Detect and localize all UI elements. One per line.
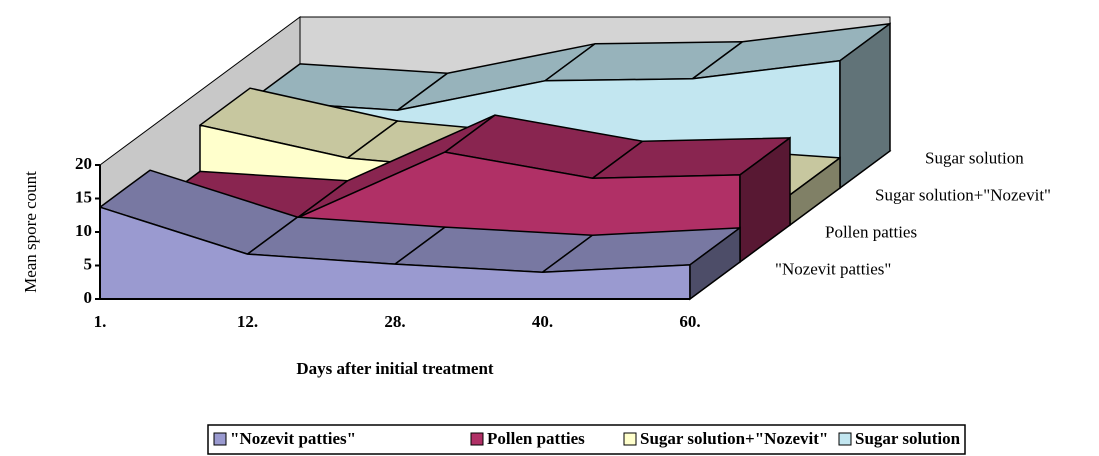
legend-swatch <box>470 432 484 446</box>
x-tick-label: 12. <box>237 312 258 331</box>
legend-label: "Nozevit patties" <box>230 429 356 448</box>
x-tick-label: 60. <box>679 312 700 331</box>
x-axis-label: Days after initial treatment <box>296 359 494 378</box>
legend-swatch <box>213 432 227 446</box>
y-axis-label: Mean spore count <box>21 171 40 293</box>
area-end <box>839 22 891 190</box>
legend-label: Pollen patties <box>487 429 585 448</box>
depth-label: Pollen patties <box>825 222 917 241</box>
y-tick-label: 10 <box>75 221 92 240</box>
y-tick-label: 20 <box>75 154 92 173</box>
area-end <box>689 226 741 301</box>
x-tick-label: 40. <box>532 312 553 331</box>
legend-swatch <box>623 432 637 446</box>
y-tick-label: 15 <box>75 187 92 206</box>
y-tick-label: 5 <box>84 254 93 273</box>
x-tick-label: 28. <box>384 312 405 331</box>
legend-label: Sugar solution <box>855 429 961 448</box>
depth-label: Sugar solution+"Nozevit" <box>875 185 1051 204</box>
x-tick-label: 1. <box>94 312 107 331</box>
depth-label: Sugar solution <box>925 148 1024 167</box>
y-tick-label: 0 <box>84 288 93 307</box>
legend-swatch <box>838 432 852 446</box>
legend-label: Sugar solution+"Nozevit" <box>640 429 828 448</box>
depth-label: "Nozevit patties" <box>775 259 891 278</box>
